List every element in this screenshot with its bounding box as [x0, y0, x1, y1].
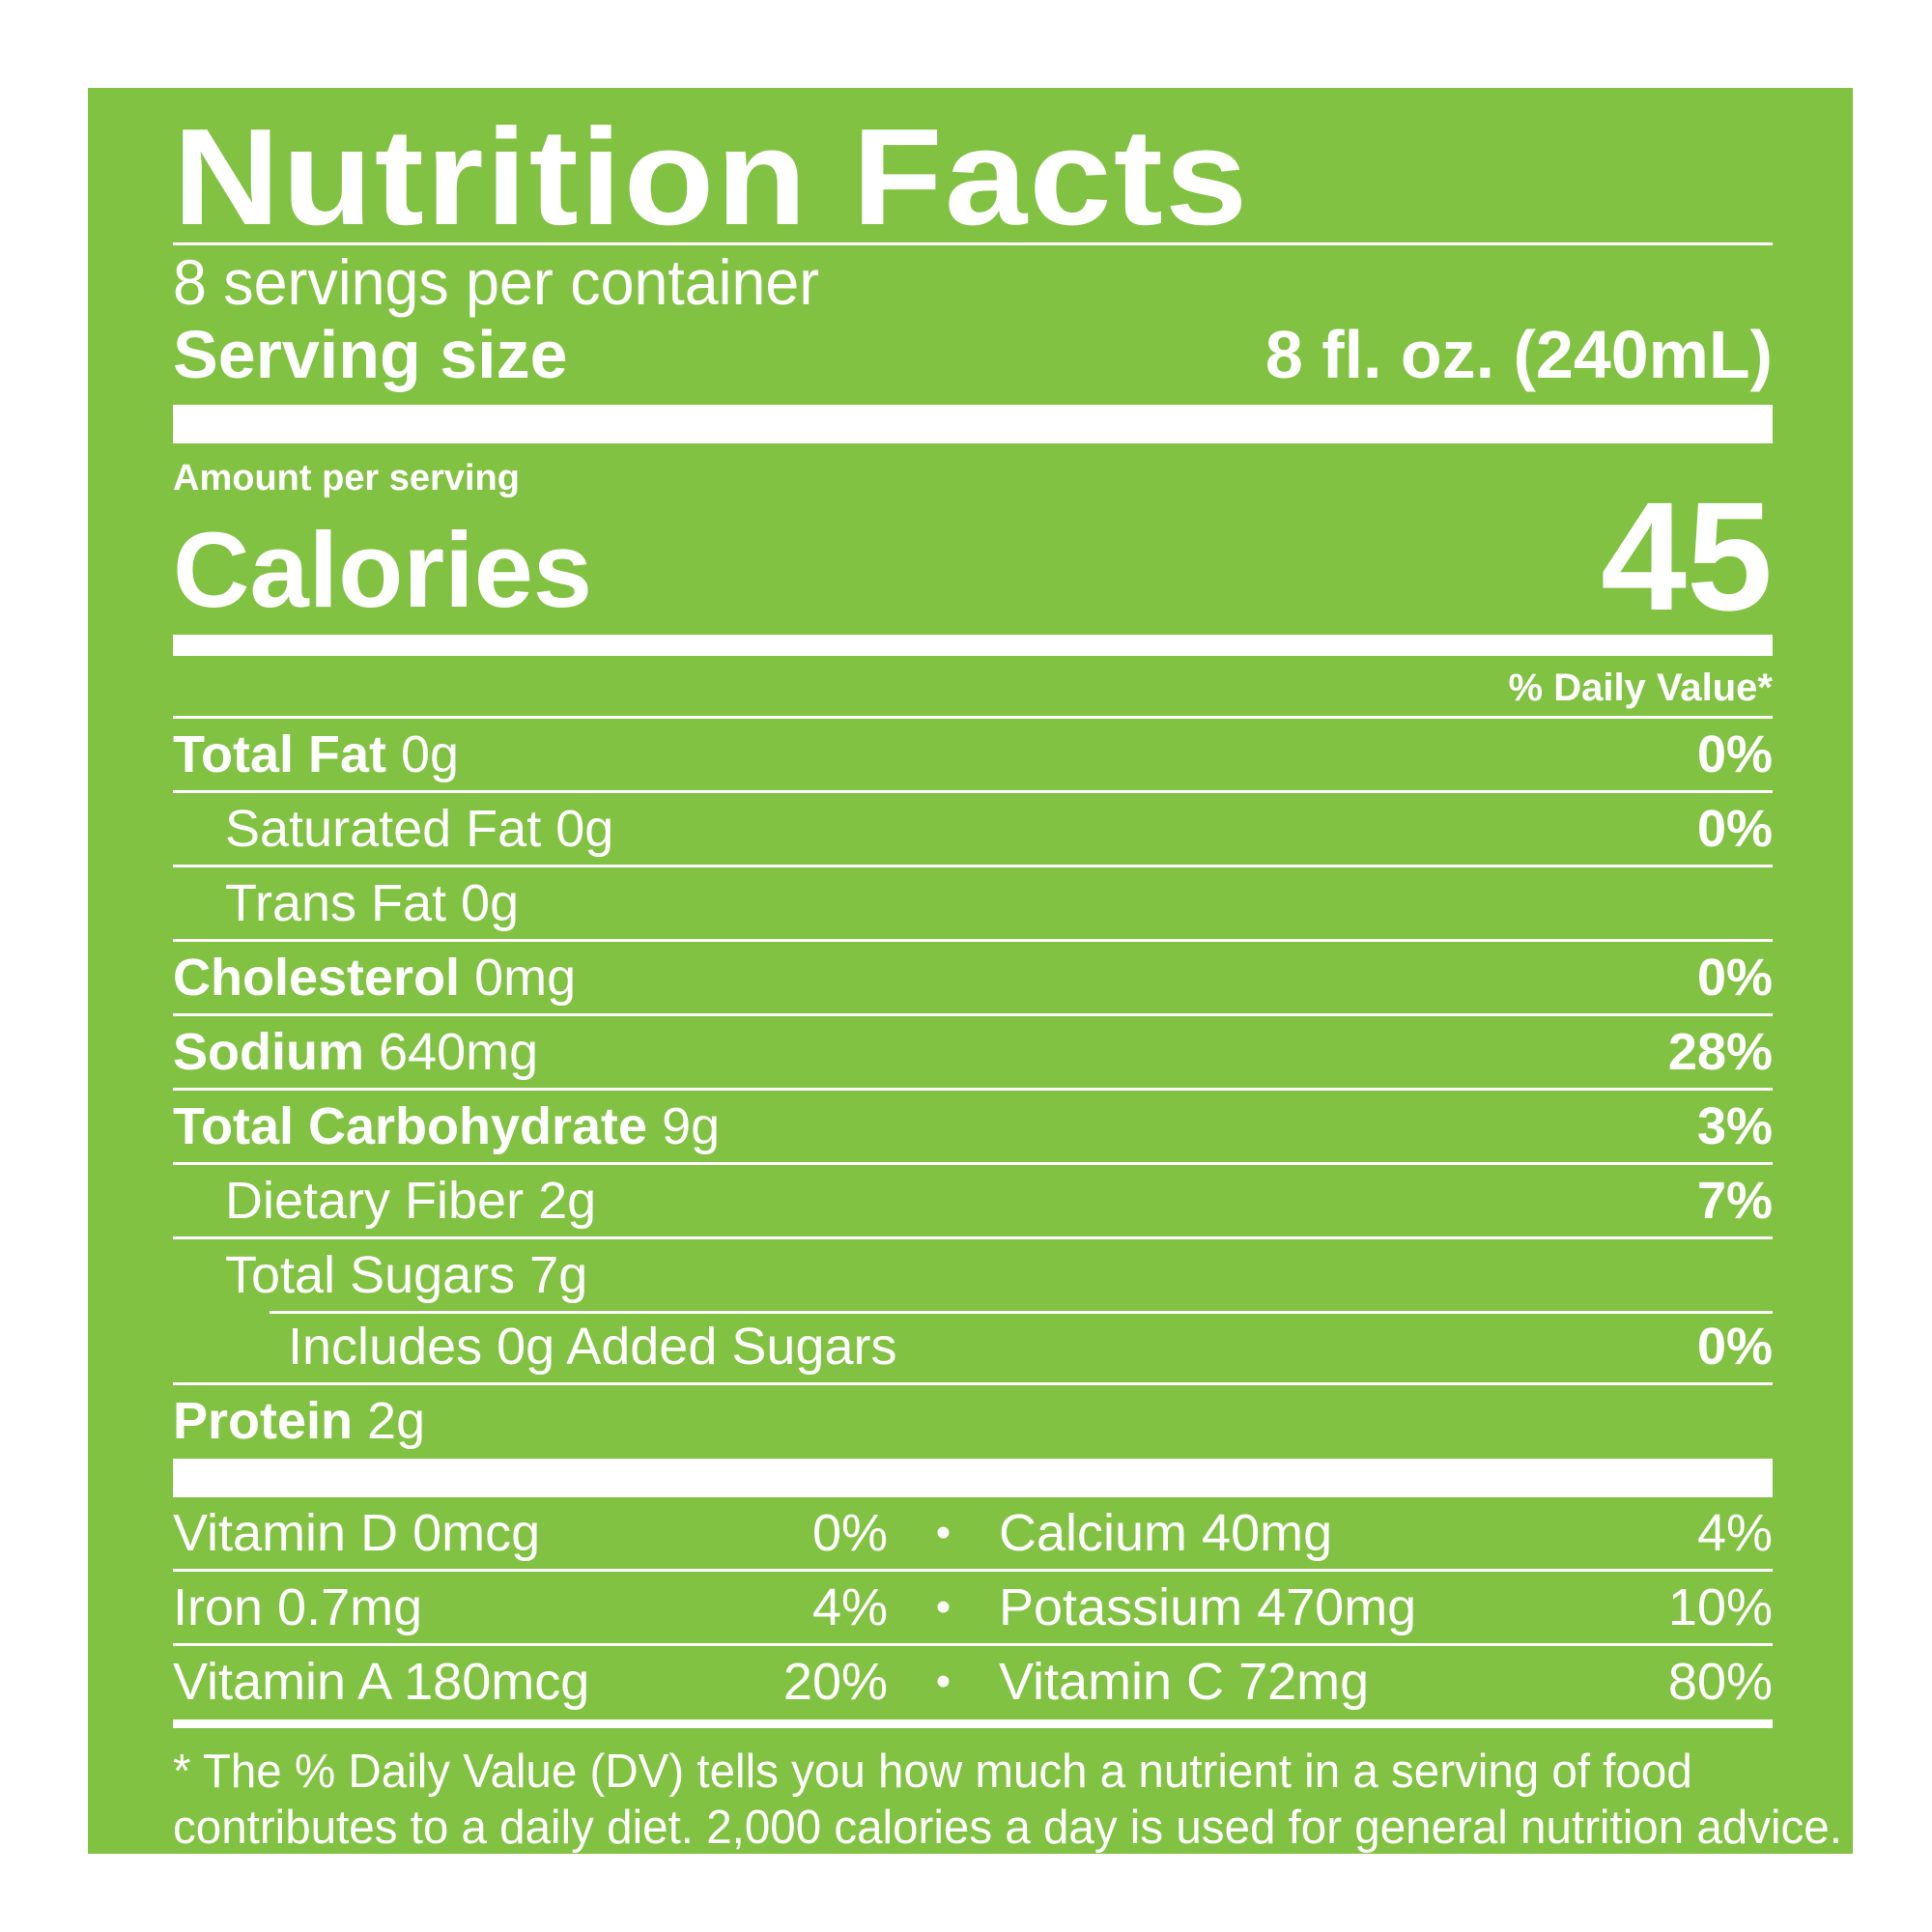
nutrient-name: Includes 0g Added Sugars — [288, 1318, 897, 1376]
vitamin-dv: 4% — [1696, 1504, 1773, 1562]
serving-size-row: Serving size 8 fl. oz. (240mL) — [173, 317, 1773, 392]
footnote-line: * The % Daily Value (DV) tells you how m… — [173, 1746, 1692, 1798]
indented-divider — [270, 1311, 1773, 1314]
nutrient-row-cholesterol: Cholesterol 0mg 0% — [173, 939, 1773, 1013]
nutrient-row-trans-fat: Trans Fat 0g — [173, 865, 1773, 939]
footnote-line: contributes to a daily diet. 2,000 calor… — [173, 1802, 1842, 1854]
vitamins-section: Vitamin D 0mcg 0% • Calcium 40mg 4% Iron… — [173, 1497, 1773, 1718]
nutrient-amount: 0g — [401, 725, 460, 783]
vitamin-row: Iron 0.7mg 4% • Potassium 470mg 10% — [173, 1569, 1773, 1643]
nutrient-dv: 3% — [1696, 1097, 1773, 1155]
divider — [173, 1719, 1773, 1728]
nutrient-row-total-carbohydrate: Total Carbohydrate 9g 3% — [173, 1088, 1773, 1162]
nutrient-row-protein: Protein 2g — [173, 1382, 1773, 1457]
nutrient-dv: 7% — [1696, 1172, 1773, 1230]
vitamin-name: Calcium 40mg — [999, 1504, 1333, 1562]
nutrient-name: Dietary Fiber 2g — [225, 1172, 597, 1230]
vitamin-name: Vitamin D 0mcg — [173, 1504, 541, 1562]
vitamin-dv: 10% — [1667, 1578, 1773, 1636]
nutrient-dv: 28% — [1667, 1023, 1773, 1081]
serving-size-value: 8 fl. oz. (240mL) — [1264, 317, 1773, 392]
nutrient-name: Cholesterol — [173, 949, 461, 1007]
footnote: * The % Daily Value (DV) tells you how m… — [173, 1728, 1842, 1856]
vitamin-dv: 0% — [811, 1504, 888, 1562]
servings-per-container: 8 servings per container — [173, 246, 820, 318]
thick-divider — [173, 405, 1773, 443]
nutrient-dv: 0% — [1696, 725, 1773, 783]
vitamin-name: Iron 0.7mg — [173, 1578, 423, 1636]
bullet-separator: • — [935, 1583, 952, 1631]
calories-divider — [173, 635, 1773, 656]
serving-size-label: Serving size — [173, 317, 568, 392]
nutrient-dv: 0% — [1696, 949, 1773, 1007]
calories-value: 45 — [1601, 469, 1773, 642]
nutrient-name: Trans Fat 0g — [225, 874, 520, 932]
nutrient-name: Saturated Fat 0g — [225, 800, 614, 858]
nutrient-row-sodium: Sodium 640mg 28% — [173, 1013, 1773, 1088]
nutrient-dv: 0% — [1696, 1318, 1773, 1376]
amount-per-serving: Amount per serving — [173, 458, 520, 498]
vitamin-name: Vitamin C 72mg — [999, 1653, 1370, 1711]
nutrient-amount: 2g — [367, 1392, 426, 1450]
nutrient-name: Total Sugars 7g — [225, 1246, 588, 1304]
nutrient-row-total-sugars: Total Sugars 7g — [173, 1236, 1773, 1311]
vitamin-dv: 80% — [1667, 1653, 1773, 1711]
nutrient-amount: 9g — [662, 1097, 721, 1155]
bullet-separator: • — [935, 1509, 952, 1556]
divider — [173, 242, 1773, 245]
vitamin-row: Vitamin A 180mcg 20% • Vitamin C 72mg 80… — [173, 1643, 1773, 1718]
nutrient-name: Total Fat — [173, 725, 386, 783]
nutrient-dv: 0% — [1696, 800, 1773, 858]
nutrient-row-added-sugars: Includes 0g Added Sugars 0% — [173, 1311, 1773, 1382]
nutrient-name: Protein — [173, 1392, 354, 1450]
vitamin-name: Vitamin A 180mcg — [173, 1653, 590, 1711]
nutrient-name: Sodium — [173, 1023, 364, 1081]
nutrient-amount: 0mg — [474, 949, 577, 1007]
nutrient-row-total-fat: Total Fat 0g 0% — [173, 716, 1773, 790]
calories-label: Calories — [173, 511, 593, 630]
vitamin-dv: 20% — [782, 1653, 888, 1711]
nutrient-amount: 640mg — [379, 1023, 539, 1081]
bullet-separator: • — [935, 1658, 952, 1705]
nutrient-row-saturated-fat: Saturated Fat 0g 0% — [173, 790, 1773, 865]
vitamin-name: Potassium 470mg — [999, 1578, 1417, 1636]
nutrition-facts-label: Nutrition Facts 8 servings per container… — [173, 109, 1842, 1856]
nutrient-row-dietary-fiber: Dietary Fiber 2g 7% — [173, 1162, 1773, 1236]
thick-divider — [173, 1459, 1773, 1497]
vitamin-dv: 4% — [811, 1578, 888, 1636]
nutrition-label-panel — [88, 88, 1853, 1854]
label-title: Nutrition Facts — [173, 100, 1250, 254]
vitamin-row: Vitamin D 0mcg 0% • Calcium 40mg 4% — [173, 1497, 1773, 1569]
nutrient-name: Total Carbohydrate — [173, 1097, 648, 1155]
calories-row: Calories 45 — [173, 479, 1773, 634]
daily-value-header: % Daily Value* — [1508, 667, 1773, 709]
